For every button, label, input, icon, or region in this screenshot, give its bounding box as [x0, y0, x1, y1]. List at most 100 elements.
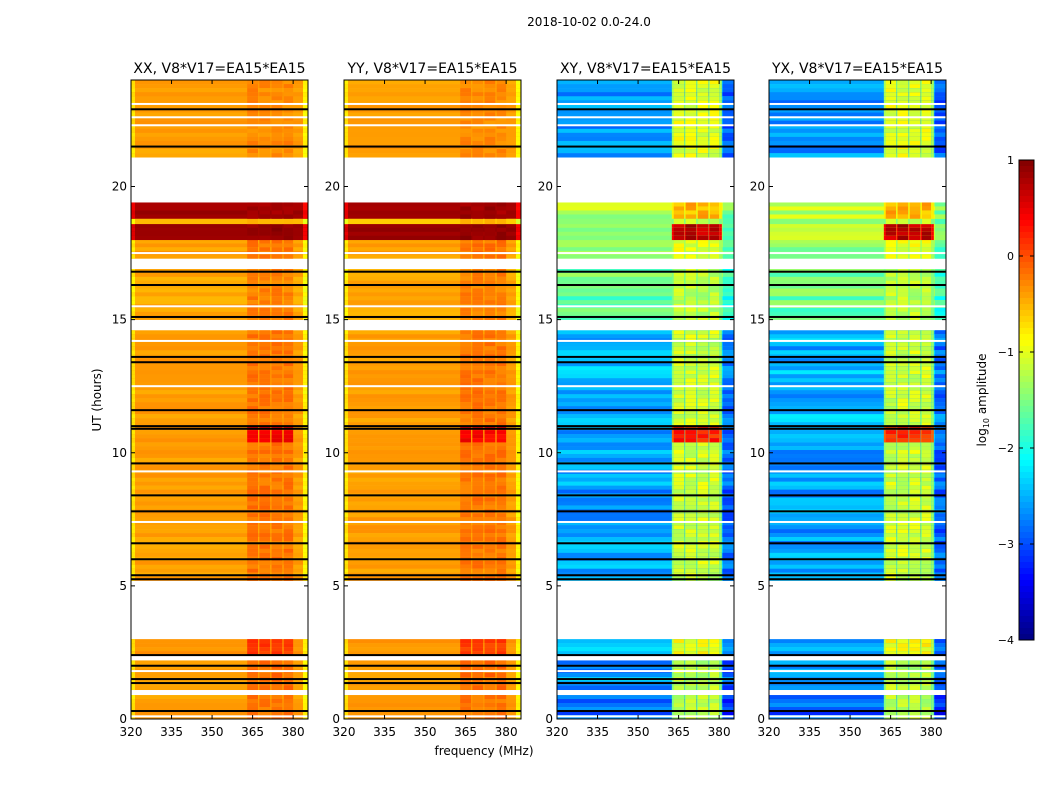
heatmap-cell: [909, 153, 921, 158]
heatmap-cell: [883, 414, 886, 419]
heatmap-cell: [247, 505, 259, 510]
heatmap-cell: [460, 235, 472, 241]
heatmap-cell: [697, 140, 709, 146]
heatmap-cell: [684, 330, 686, 335]
heatmap-cell: [303, 378, 308, 383]
heatmap-cell: [931, 489, 934, 494]
heatmap-cell: [909, 418, 921, 423]
heatmap-cell: [896, 124, 898, 130]
heatmap-cell: [708, 108, 710, 113]
heatmap-cell: [931, 685, 934, 691]
heatmap-cell: [708, 513, 710, 518]
heatmap-cell: [684, 434, 686, 439]
heatmap-cell: [247, 153, 259, 158]
x-tick-label: 335: [160, 725, 183, 739]
heatmap-cell: [271, 513, 283, 518]
heatmap-cell: [685, 390, 697, 395]
heatmap-cell: [303, 342, 308, 347]
heatmap-cell: [303, 695, 308, 700]
heatmap-cell: [685, 288, 697, 293]
heatmap-cell: [484, 214, 496, 219]
heatmap-cell: [283, 695, 294, 700]
heatmap-cell: [931, 560, 934, 566]
heatmap-cell: [931, 537, 934, 542]
heatmap-cell: [685, 342, 697, 347]
blank-row: [557, 252, 734, 255]
heatmap-cell: [271, 552, 283, 558]
heatmap-cell: [931, 695, 934, 700]
heatmap-cell: [908, 214, 910, 219]
heatmap-cell: [719, 132, 722, 138]
heatmap-cell: [935, 564, 946, 569]
heatmap-cell: [303, 243, 308, 248]
heatmap-cell: [303, 366, 308, 371]
heatmap-cell: [697, 366, 709, 371]
heatmap-cell: [909, 136, 921, 142]
heatmap-cell: [723, 92, 734, 97]
heatmap-cell: [709, 362, 720, 367]
heatmap-cell: [684, 112, 686, 117]
heatmap-cell: [283, 517, 294, 522]
heatmap-cell: [460, 481, 472, 486]
heatmap-cell: [685, 418, 697, 423]
heatmap-cell: [344, 529, 521, 534]
heatmap-cell: [909, 92, 921, 97]
heatmap-cell: [696, 227, 698, 233]
heatmap-cell: [344, 521, 348, 526]
heatmap-cell: [897, 153, 909, 158]
heatmap-cell: [696, 660, 698, 665]
heatmap-cell: [259, 695, 271, 700]
heatmap-cell: [897, 243, 909, 248]
heatmap-cell: [472, 438, 484, 443]
colorbar-swatch: [1019, 616, 1034, 623]
heatmap-cell: [909, 639, 921, 644]
heatmap-cell: [696, 231, 698, 237]
heatmap-cell: [131, 453, 308, 459]
heatmap-cell: [673, 552, 685, 558]
heatmap-cell: [303, 699, 308, 704]
heatmap-cell: [131, 521, 135, 526]
heatmap-cell: [557, 465, 734, 471]
heatmap-cell: [723, 366, 734, 371]
heatmap-cell: [708, 544, 710, 550]
heatmap-cell: [472, 350, 484, 355]
heatmap-cell: [935, 311, 946, 317]
heatmap-cell: [921, 132, 932, 138]
heatmap-cell: [696, 560, 698, 566]
heatmap-cell: [460, 695, 472, 700]
heatmap-cell: [685, 453, 697, 459]
heatmap-cell: [516, 247, 521, 252]
heatmap-cell: [131, 643, 135, 648]
heatmap-cell: [709, 132, 720, 138]
heatmap-cell: [709, 406, 720, 411]
heatmap-cell: [484, 358, 496, 363]
heatmap-cell: [472, 140, 484, 146]
heatmap-cell: [935, 243, 946, 248]
heatmap-cell: [883, 254, 886, 259]
heatmap-cell: [472, 374, 484, 379]
heatmap-cell: [131, 382, 308, 387]
heatmap-cell: [344, 272, 521, 278]
heatmap-cell: [719, 362, 722, 367]
heatmap-cell: [921, 374, 932, 379]
heatmap-cell: [259, 672, 271, 678]
heatmap-cell: [344, 330, 521, 335]
heatmap-cell: [344, 525, 348, 530]
heatmap-cell: [921, 660, 932, 665]
heatmap-cell: [673, 639, 685, 644]
heatmap-cell: [896, 202, 898, 207]
heatmap-cell: [259, 116, 271, 121]
heatmap-cell: [259, 457, 271, 463]
heatmap-cell: [460, 568, 472, 573]
heatmap-cell: [673, 88, 685, 93]
heatmap-cell: [484, 695, 496, 700]
heatmap-cell: [673, 247, 685, 252]
heatmap-cell: [496, 276, 507, 282]
heatmap-cell: [344, 552, 348, 558]
heatmap-cell: [131, 254, 308, 259]
heatmap-cell: [935, 284, 946, 289]
axes-frame: [130, 79, 309, 720]
heatmap-cell: [931, 465, 934, 471]
heatmap-cell: [709, 422, 720, 427]
heatmap-cell: [908, 108, 910, 113]
